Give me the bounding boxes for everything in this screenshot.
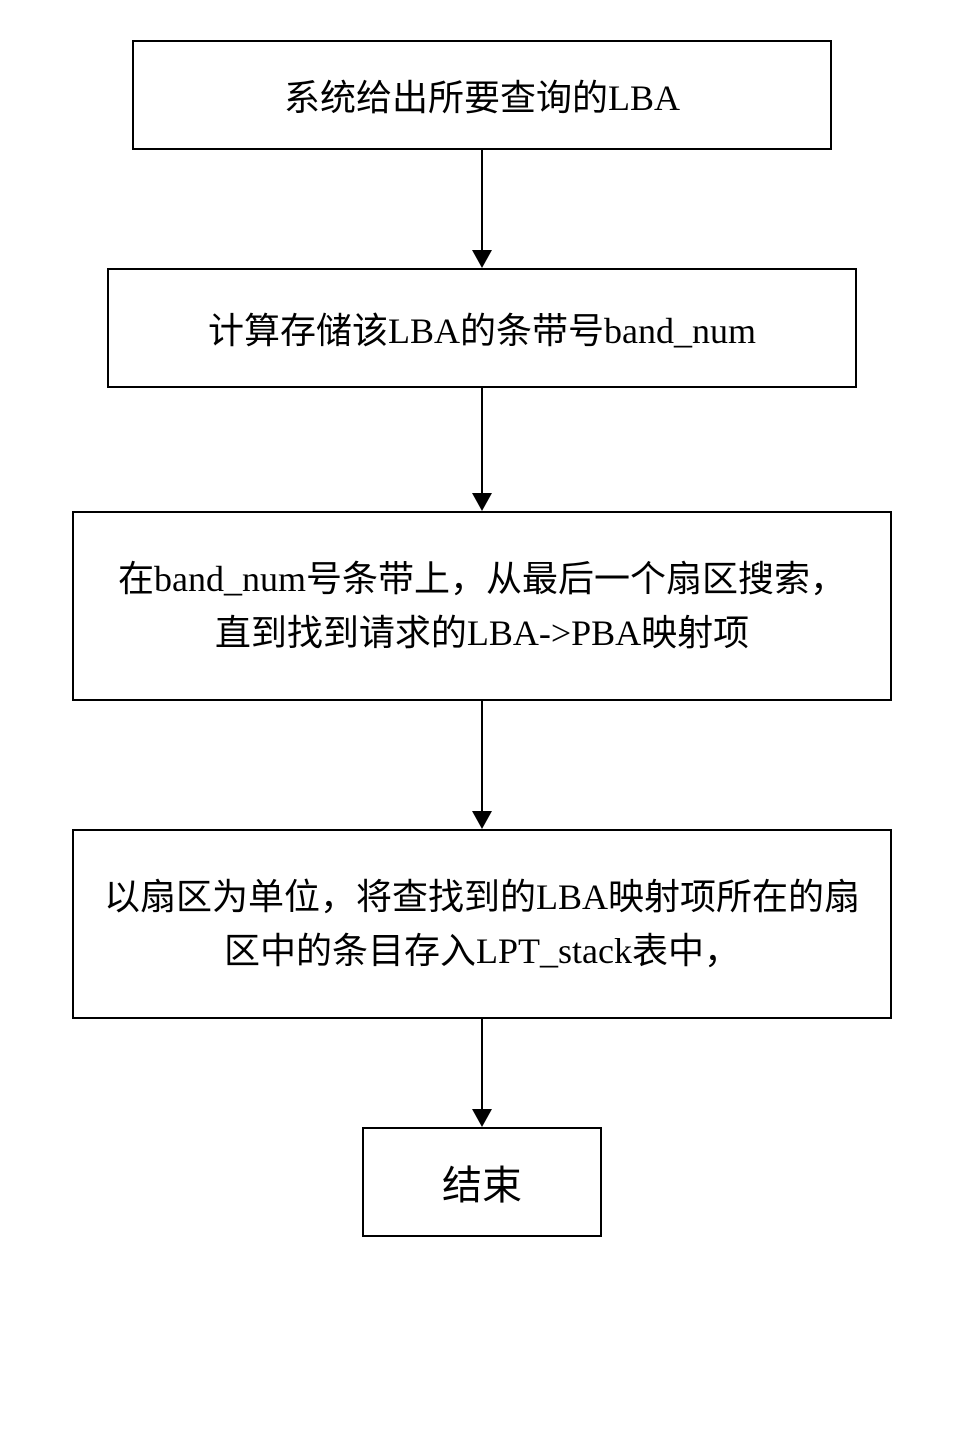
node-text: 结束 (442, 1153, 522, 1211)
node-text: 计算存储该LBA的条带号band_num (208, 302, 756, 354)
arrow-4 (472, 1019, 492, 1127)
arrow-3 (472, 701, 492, 829)
node-text: 系统给出所要查询的LBA (284, 69, 680, 121)
arrow-head-icon (472, 811, 492, 829)
flowchart-node-1: 系统给出所要查询的LBA (132, 40, 832, 150)
arrow-line (481, 1019, 483, 1109)
arrow-head-icon (472, 493, 492, 511)
arrow-2 (472, 388, 492, 511)
arrow-line (481, 701, 483, 811)
arrow-head-icon (472, 250, 492, 268)
node-text: 在band_num号条带上，从最后一个扇区搜索，直到找到请求的LBA->PBA映… (104, 552, 860, 660)
flowchart-node-4: 以扇区为单位，将查找到的LBA映射项所在的扇区中的条目存入LPT_stack表中… (72, 829, 892, 1019)
flowchart-node-3: 在band_num号条带上，从最后一个扇区搜索，直到找到请求的LBA->PBA映… (72, 511, 892, 701)
arrow-1 (472, 150, 492, 268)
node-text: 以扇区为单位，将查找到的LBA映射项所在的扇区中的条目存入LPT_stack表中… (104, 870, 860, 978)
arrow-head-icon (472, 1109, 492, 1127)
arrow-line (481, 150, 483, 250)
arrow-line (481, 388, 483, 493)
flowchart-node-5: 结束 (362, 1127, 602, 1237)
flowchart-node-2: 计算存储该LBA的条带号band_num (107, 268, 857, 388)
